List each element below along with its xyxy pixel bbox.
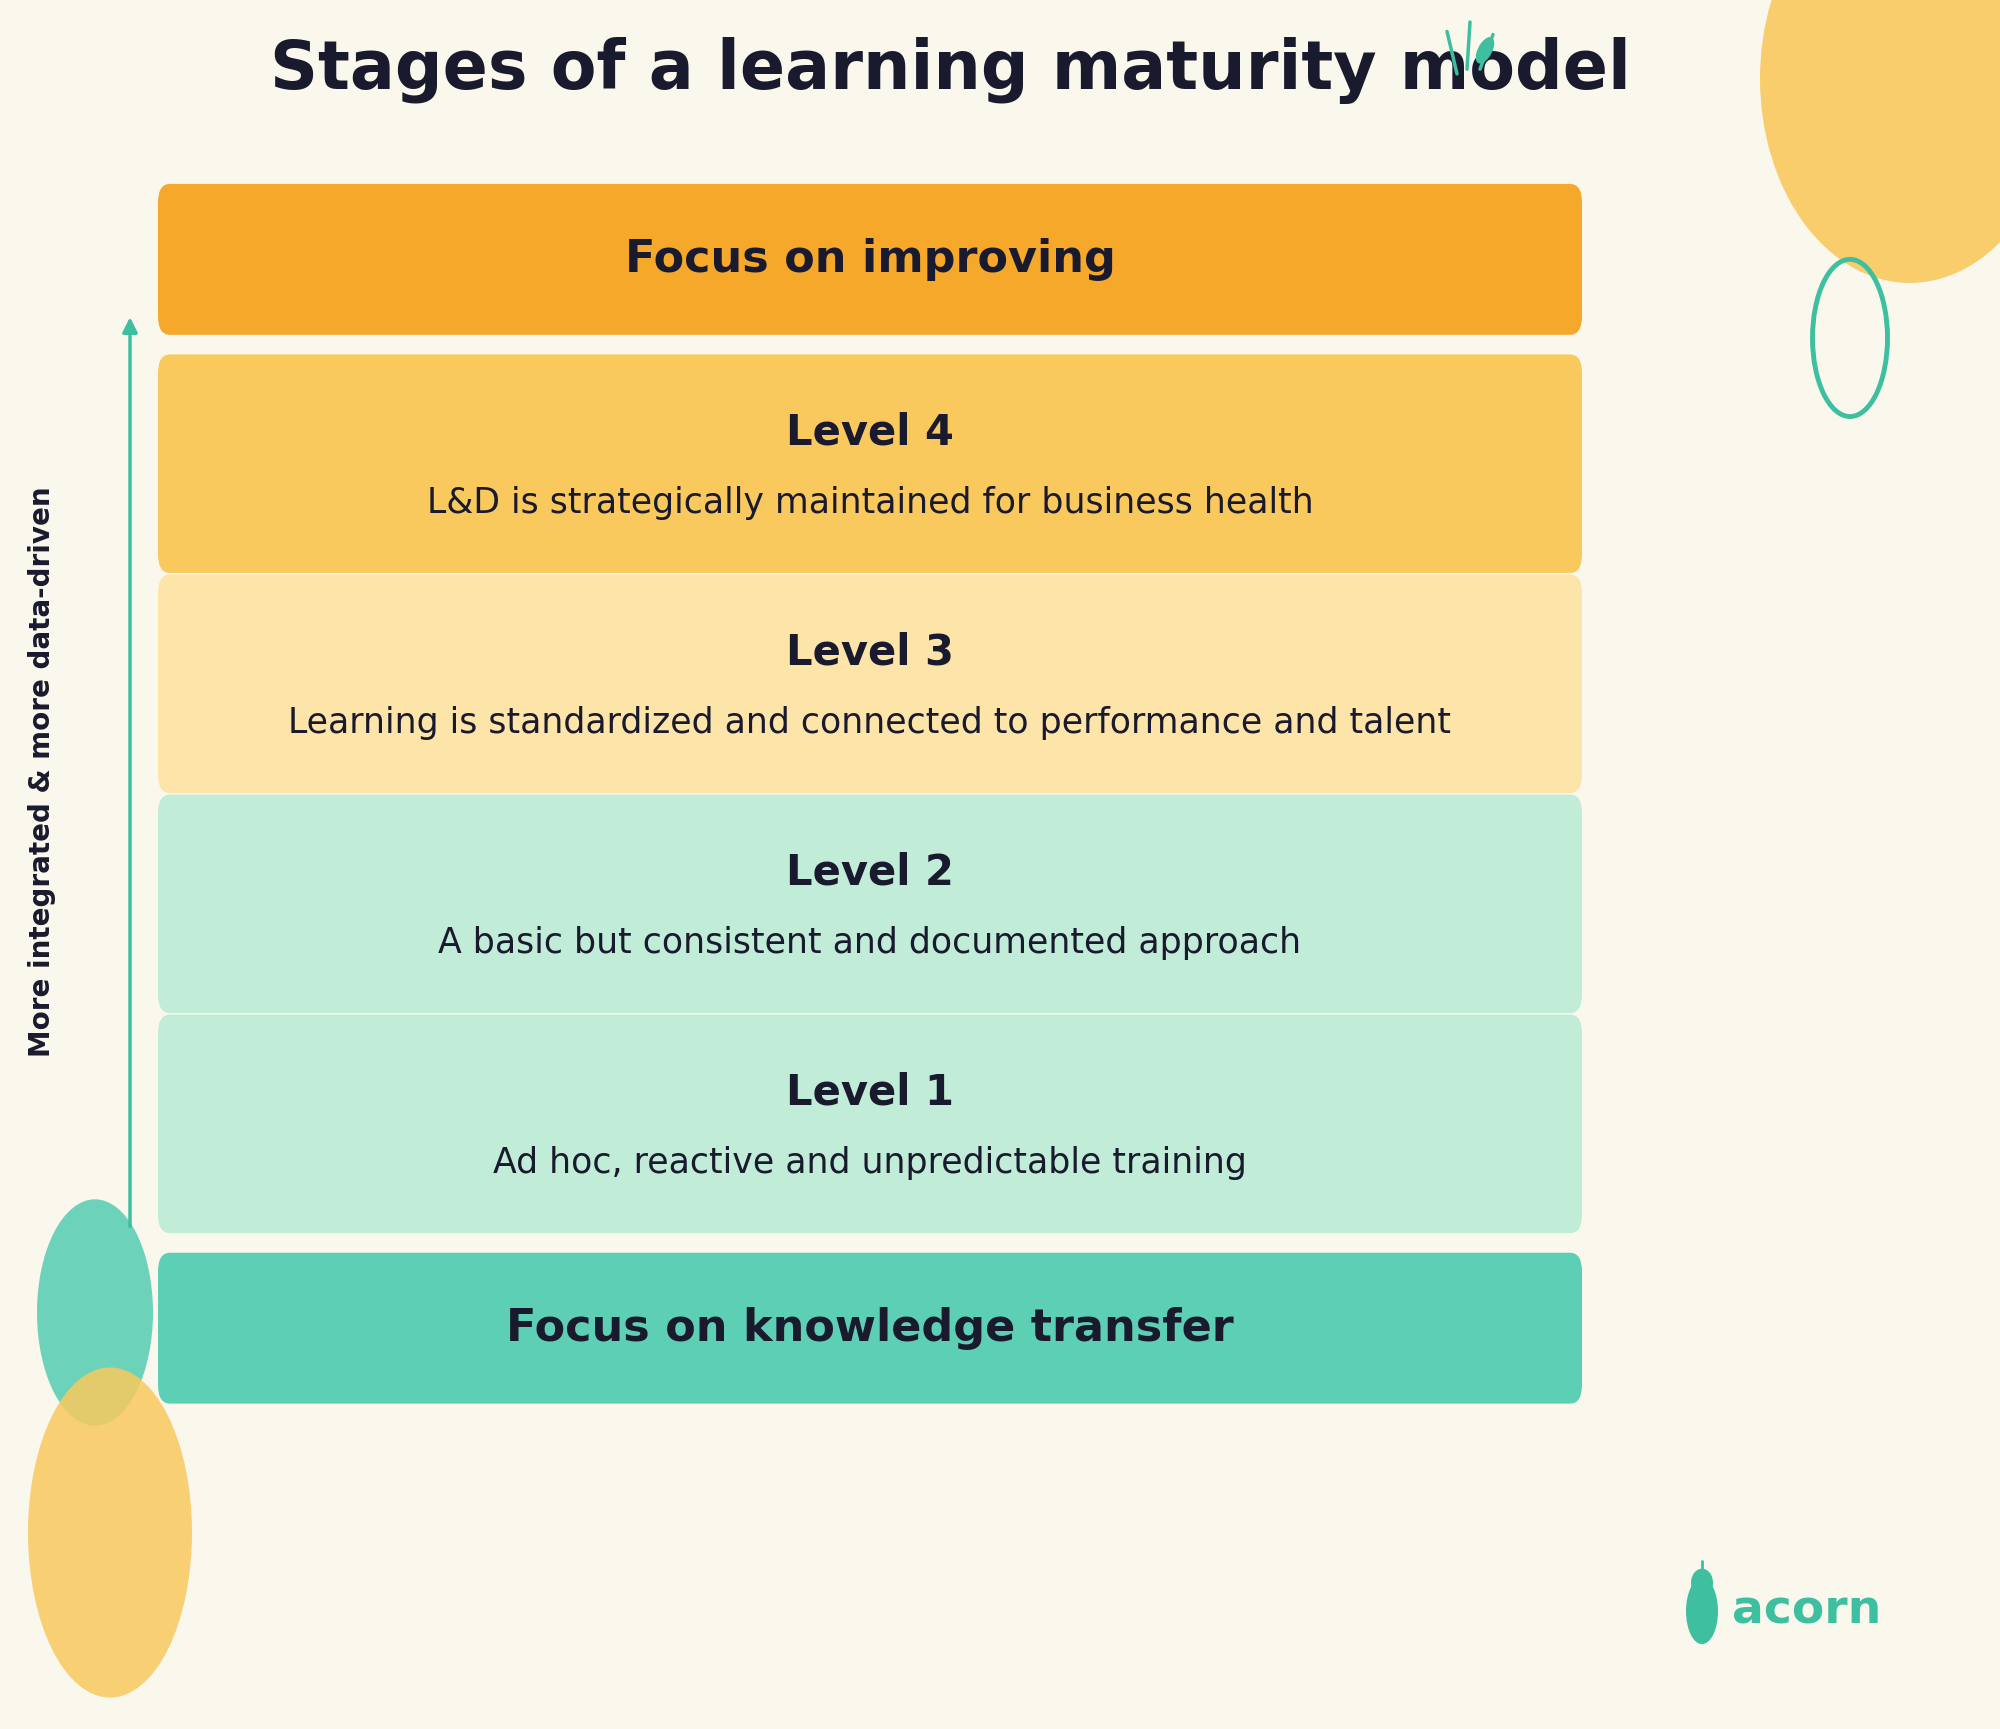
Text: Learning is standardized and connected to performance and talent: Learning is standardized and connected t… xyxy=(288,705,1452,740)
Ellipse shape xyxy=(1692,1568,1712,1598)
Text: L&D is strategically maintained for business health: L&D is strategically maintained for busi… xyxy=(426,486,1314,520)
Text: Stages of a learning maturity model: Stages of a learning maturity model xyxy=(270,38,1630,104)
FancyBboxPatch shape xyxy=(158,574,1582,794)
FancyBboxPatch shape xyxy=(158,795,1582,1013)
FancyBboxPatch shape xyxy=(158,1015,1582,1233)
FancyBboxPatch shape xyxy=(158,1254,1582,1404)
Text: Level 2: Level 2 xyxy=(786,851,954,894)
Text: Level 1: Level 1 xyxy=(786,1072,954,1113)
Text: Ad hoc, reactive and unpredictable training: Ad hoc, reactive and unpredictable train… xyxy=(494,1146,1246,1181)
Ellipse shape xyxy=(1760,0,2000,284)
FancyBboxPatch shape xyxy=(158,183,1582,335)
Text: Level 4: Level 4 xyxy=(786,412,954,453)
Ellipse shape xyxy=(38,1200,152,1426)
Text: A basic but consistent and documented approach: A basic but consistent and documented ap… xyxy=(438,927,1302,960)
Text: Focus on improving: Focus on improving xyxy=(624,239,1116,280)
Ellipse shape xyxy=(28,1368,192,1698)
Ellipse shape xyxy=(1476,36,1494,64)
FancyBboxPatch shape xyxy=(158,354,1582,572)
Text: acorn: acorn xyxy=(1732,1589,1882,1634)
Text: More integrated & more data-driven: More integrated & more data-driven xyxy=(28,486,56,1056)
Text: Level 3: Level 3 xyxy=(786,631,954,673)
Ellipse shape xyxy=(1686,1579,1718,1644)
Text: Focus on knowledge transfer: Focus on knowledge transfer xyxy=(506,1307,1234,1350)
